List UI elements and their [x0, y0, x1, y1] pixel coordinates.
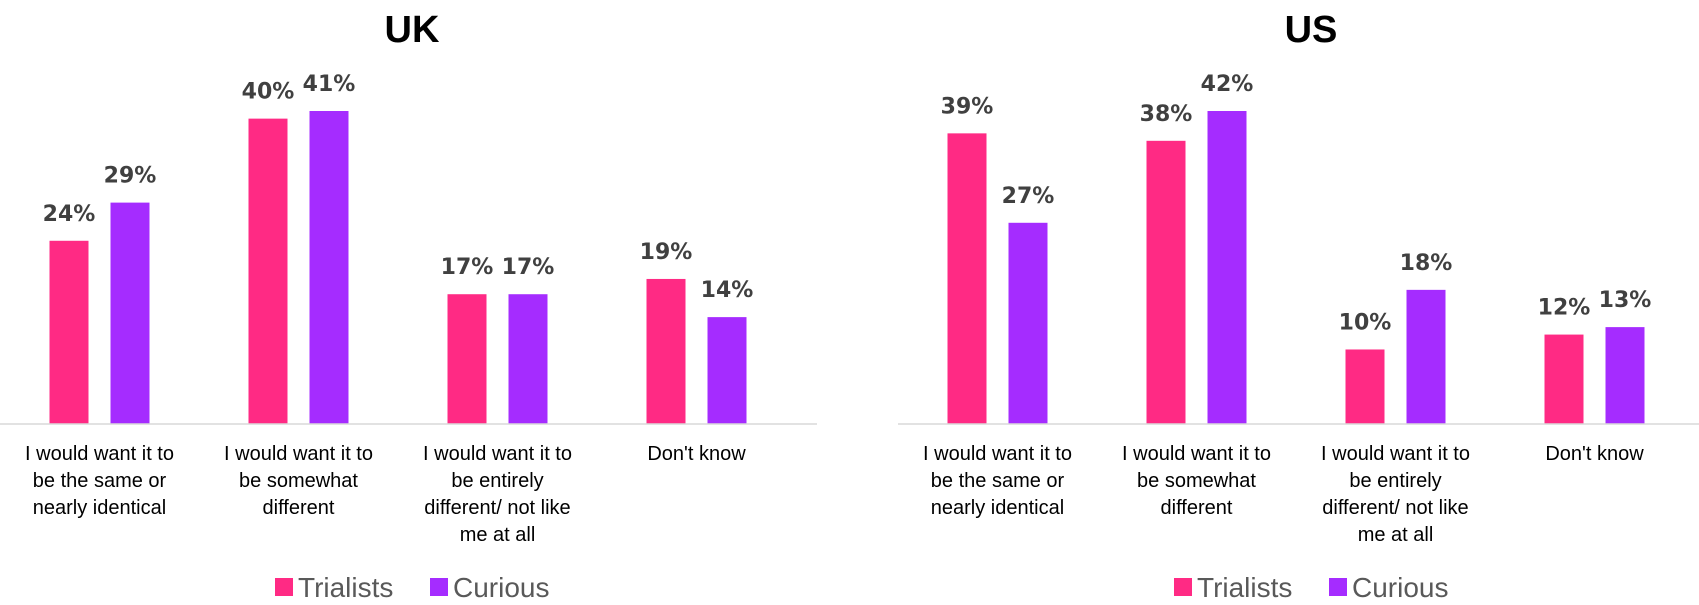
bar-trialists-1 [947, 133, 987, 424]
legend-label-curious: Curious [1352, 572, 1448, 603]
category-label: different/ not like [424, 497, 570, 519]
data-label: 17% [502, 255, 555, 280]
legend-swatch-curious [1329, 578, 1347, 596]
bar-curious-3 [1406, 289, 1446, 424]
data-label: 41% [303, 72, 356, 97]
data-label: 19% [640, 240, 693, 265]
bar-trialists-2 [248, 118, 288, 424]
bar-trialists-4 [646, 278, 686, 424]
category-label: different [1161, 497, 1233, 519]
legend-label-trialists: Trialists [298, 572, 393, 603]
data-label: 12% [1538, 296, 1591, 321]
category-label: different [263, 497, 335, 519]
data-label: 40% [242, 80, 295, 105]
legend: Trialists Curious [275, 572, 549, 603]
bar-curious-4 [1605, 327, 1645, 424]
data-label: 13% [1599, 288, 1652, 313]
bar-curious-3 [508, 294, 548, 424]
category-label: I would want it to [423, 443, 572, 465]
legend-swatch-curious [430, 578, 448, 596]
bar-curious-1 [1008, 222, 1048, 424]
bar-curious-1 [110, 202, 150, 424]
category-label: nearly identical [33, 497, 166, 519]
bar-trialists-2 [1146, 140, 1186, 425]
data-label: 29% [104, 164, 157, 189]
bar-curious-2 [1207, 111, 1247, 424]
chart-title: US [1285, 9, 1338, 51]
bar-trialists-4 [1544, 334, 1584, 424]
bar-trialists-3 [1345, 349, 1385, 424]
category-label: be the same or [931, 470, 1065, 492]
legend-swatch-trialists [275, 578, 293, 596]
category-label: Don't know [647, 443, 746, 465]
category-label: different/ not like [1322, 497, 1468, 519]
bar-trialists-1 [49, 240, 89, 424]
data-label: 27% [1002, 184, 1055, 209]
category-label: I would want it to [1122, 443, 1271, 465]
legend-label-curious: Curious [453, 572, 549, 603]
category-label: be somewhat [1137, 470, 1256, 492]
chart-title: UK [385, 9, 440, 51]
data-label: 14% [701, 278, 754, 303]
data-label: 10% [1339, 310, 1392, 335]
data-label: 18% [1400, 251, 1453, 276]
category-label: be entirely [1349, 470, 1441, 492]
category-label: I would want it to [25, 443, 174, 465]
bar-trialists-3 [447, 294, 487, 424]
category-label: I would want it to [224, 443, 373, 465]
data-label: 39% [941, 94, 994, 119]
category-label: be entirely [451, 470, 543, 492]
category-label: be the same or [33, 470, 167, 492]
data-label: 42% [1201, 72, 1254, 97]
category-label: nearly identical [931, 497, 1064, 519]
category-label: me at all [460, 524, 536, 546]
chart-panel-uk: UK 24% 29% I would want it to be the same or… [0, 9, 817, 603]
bar-curious-2 [309, 111, 349, 424]
legend-label-trialists: Trialists [1197, 572, 1292, 603]
chart-panel-us: US 39% 27% I would want it to be the same or… [898, 9, 1699, 603]
data-label: 38% [1140, 102, 1193, 127]
category-label: I would want it to [1321, 443, 1470, 465]
data-label: 24% [43, 202, 96, 227]
bar-curious-4 [707, 317, 747, 424]
category-label: I would want it to [923, 443, 1072, 465]
legend-swatch-trialists [1174, 578, 1192, 596]
category-label: me at all [1358, 524, 1434, 546]
legend: Trialists Curious [1174, 572, 1448, 603]
data-label: 17% [441, 255, 494, 280]
category-label: be somewhat [239, 470, 358, 492]
category-label: Don't know [1545, 443, 1644, 465]
